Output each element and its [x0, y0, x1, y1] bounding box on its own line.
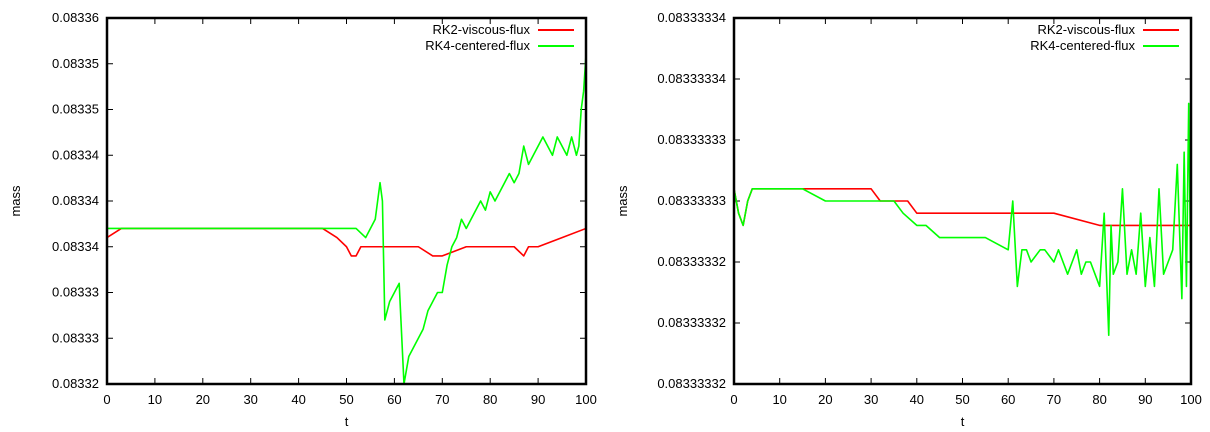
x-tick-label: 60 — [387, 392, 401, 407]
y-axis-label: mass — [8, 185, 23, 217]
y-tick-label: 0.08333334 — [657, 10, 726, 25]
x-tick-label: 70 — [435, 392, 449, 407]
x-tick-label: 100 — [1180, 392, 1202, 407]
y-tick-label: 0.08333332 — [657, 315, 726, 330]
x-tick-label: 30 — [864, 392, 878, 407]
legend-label: RK2-viscous-flux — [432, 22, 530, 37]
x-tick-label: 70 — [1047, 392, 1061, 407]
mass-plot-right: 0.08333332 0.08333332 0.08333332 0.08333333… — [615, 10, 1202, 429]
y-tick-label: 0.08334 — [52, 193, 99, 208]
y-tick-label: 0.08334 — [52, 147, 99, 162]
y-axis-label: mass — [615, 185, 630, 217]
y-tick-label: 0.08333334 — [657, 71, 726, 86]
x-tick-label: 10 — [772, 392, 786, 407]
x-tick-label: 20 — [818, 392, 832, 407]
x-axis-label: t — [345, 414, 349, 429]
series-line-rk2-viscous-flux — [107, 227, 586, 257]
series-group — [734, 102, 1191, 337]
y-tick-label: 0.08333332 — [657, 376, 726, 391]
y-tick-label: 0.08335 — [52, 102, 99, 117]
y-tick-label: 0.08333333 — [657, 132, 726, 147]
legend-label: RK2-viscous-flux — [1037, 22, 1135, 37]
x-tick-label: 10 — [148, 392, 162, 407]
x-axis-label: t — [961, 414, 965, 429]
x-tick-label: 100 — [575, 392, 597, 407]
legend-label: RK4-centered-flux — [425, 38, 530, 53]
x-tick-label: 80 — [1092, 392, 1106, 407]
plot-frame — [105, 16, 588, 386]
plot-frame — [732, 16, 1193, 386]
x-tick-label: 90 — [1138, 392, 1152, 407]
y-tick-label: 0.08333 — [52, 330, 99, 345]
x-tick-label: 50 — [339, 392, 353, 407]
x-tick-label: 40 — [291, 392, 305, 407]
x-tick-label: 30 — [243, 392, 257, 407]
x-tick-label: 20 — [196, 392, 210, 407]
y-tick-label: 0.08336 — [52, 10, 99, 25]
y-tick-label: 0.08335 — [52, 56, 99, 71]
legend-label: RK4-centered-flux — [1030, 38, 1135, 53]
series-line-rk4-centered-flux — [107, 54, 586, 384]
series-line-rk4-centered-flux — [734, 102, 1191, 337]
mass-plot-left: 0.08332 0.08333 0.08333 0.08334 0.08334 0.083… — [8, 10, 597, 429]
x-tick-label: 40 — [910, 392, 924, 407]
x-tick-label: 0 — [103, 392, 110, 407]
y-tick-label: 0.08332 — [52, 376, 99, 391]
x-tick-label: 50 — [955, 392, 969, 407]
y-tick-label: 0.08333 — [52, 285, 99, 300]
x-tick-label: 90 — [531, 392, 545, 407]
x-tick-label: 60 — [1001, 392, 1015, 407]
y-tick-label: 0.08333332 — [657, 254, 726, 269]
x-tick-label: 0 — [730, 392, 737, 407]
y-tick-label: 0.08334 — [52, 239, 99, 254]
series-group — [107, 54, 586, 384]
x-tick-label: 80 — [483, 392, 497, 407]
y-tick-label: 0.08333333 — [657, 193, 726, 208]
